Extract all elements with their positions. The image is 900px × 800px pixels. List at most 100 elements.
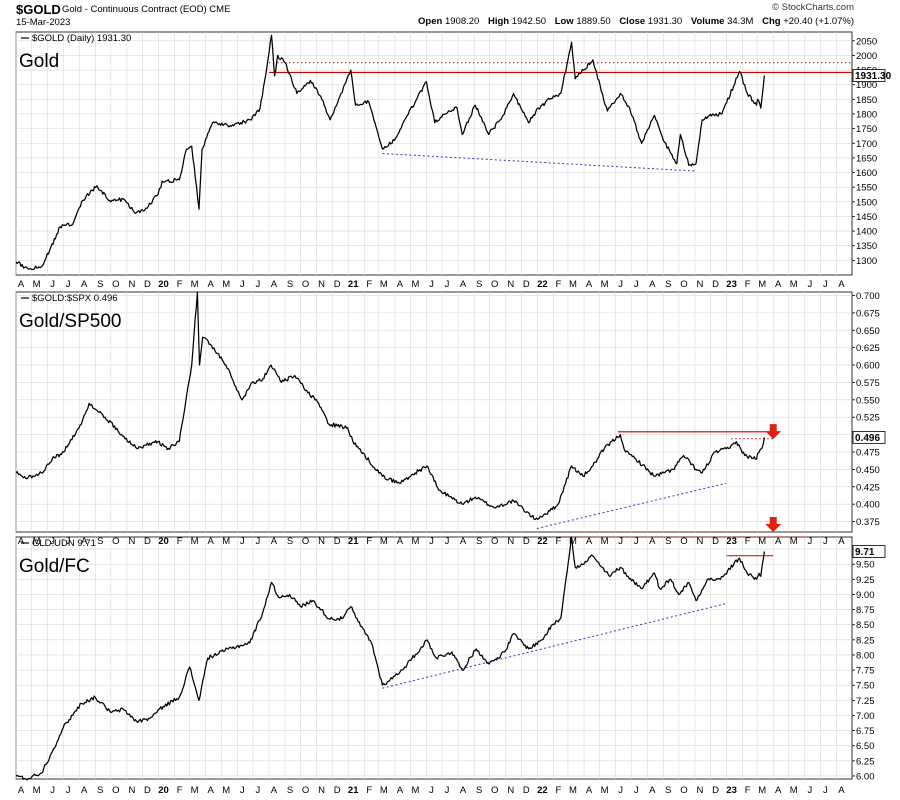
y-tick-label: 0.575 — [856, 378, 880, 389]
month-label: N — [128, 536, 135, 547]
month-label: O — [491, 785, 498, 796]
month-label: J — [634, 279, 639, 290]
month-label: J — [429, 536, 434, 547]
month-label: J — [50, 536, 55, 547]
price-line — [15, 34, 766, 271]
month-label: O — [680, 785, 687, 796]
month-label: N — [507, 536, 514, 547]
last-value-box — [852, 545, 886, 558]
month-label: O — [302, 536, 309, 547]
month-label: M — [380, 279, 388, 290]
y-tick-label: 0.450 — [856, 465, 880, 476]
y-tick-label: 1700 — [856, 139, 877, 150]
month-label: J — [255, 536, 260, 547]
month-label: M — [758, 785, 766, 796]
month-label: J — [823, 536, 828, 547]
y-tick-label: 9.25 — [856, 575, 875, 586]
month-label: N — [697, 785, 704, 796]
month-label: M — [569, 279, 577, 290]
month-label: S — [665, 536, 671, 547]
stat-close-value: 1931.30 — [647, 16, 683, 27]
stat-low-value: 1889.50 — [576, 16, 611, 27]
y-tick-label: 9.50 — [856, 560, 875, 571]
month-label: A — [208, 785, 215, 796]
stat-high-value: 1942.50 — [511, 16, 547, 27]
y-tick-label: 8.25 — [856, 635, 875, 646]
month-label: N — [318, 279, 325, 290]
month-label: J — [66, 785, 71, 796]
y-tick-label: 1500 — [856, 197, 877, 208]
month-label: A — [460, 785, 467, 796]
month-label: M — [222, 785, 230, 796]
month-label: N — [507, 785, 514, 796]
month-label: M — [191, 785, 199, 796]
month-label: N — [128, 785, 135, 796]
month-label: M — [380, 785, 388, 796]
year-label: 20 — [158, 785, 169, 796]
month-label: F — [177, 536, 183, 547]
ticker-description: Gold - Continuous Contract (EOD) CME — [62, 4, 231, 15]
month-label: S — [97, 785, 103, 796]
month-label: M — [411, 279, 419, 290]
month-label: S — [287, 279, 293, 290]
month-label: A — [460, 536, 467, 547]
month-label: F — [366, 536, 372, 547]
month-label: J — [445, 279, 450, 290]
month-label: A — [775, 279, 782, 290]
month-label: S — [97, 279, 103, 290]
month-label: A — [649, 279, 656, 290]
month-label: S — [665, 785, 671, 796]
month-label: D — [144, 536, 151, 547]
month-label: N — [507, 279, 514, 290]
year-label: 22 — [537, 279, 548, 290]
month-label: S — [476, 785, 482, 796]
month-label: N — [128, 279, 135, 290]
month-label: A — [18, 279, 25, 290]
month-label: D — [144, 279, 151, 290]
month-label: O — [112, 785, 119, 796]
y-tick-label: 1650 — [856, 153, 877, 164]
y-tick-label: 0.525 — [856, 413, 880, 424]
month-label: N — [318, 785, 325, 796]
month-label: D — [712, 279, 719, 290]
y-tick-label: 0.375 — [856, 517, 880, 528]
month-label: J — [618, 536, 623, 547]
price-line — [15, 291, 766, 521]
month-label: D — [712, 536, 719, 547]
last-value-label: 9.71 — [855, 547, 875, 558]
month-label: A — [649, 536, 656, 547]
y-tick-label: 7.75 — [856, 666, 875, 677]
y-tick-label: 8.50 — [856, 620, 875, 631]
month-label: A — [649, 785, 656, 796]
down-arrow-icon — [765, 517, 782, 532]
month-label: O — [491, 279, 498, 290]
month-label: J — [66, 536, 71, 547]
y-tick-label: 2000 — [856, 51, 877, 62]
y-tick-label: 6.00 — [856, 771, 875, 782]
y-tick-label: 0.400 — [856, 500, 880, 511]
month-label: M — [191, 279, 199, 290]
y-tick-label: 9.00 — [856, 590, 875, 601]
month-label: O — [302, 279, 309, 290]
y-tick-label: 7.00 — [856, 711, 875, 722]
month-label: S — [287, 785, 293, 796]
month-label: D — [523, 536, 530, 547]
month-label: J — [445, 785, 450, 796]
y-tick-label: 1800 — [856, 109, 877, 120]
last-value-box — [852, 69, 886, 82]
month-label: S — [287, 536, 293, 547]
month-label: A — [81, 536, 88, 547]
month-label: A — [838, 536, 845, 547]
month-label: J — [66, 279, 71, 290]
year-label: 21 — [348, 785, 359, 796]
y-tick-label: 6.50 — [856, 741, 875, 752]
month-label: A — [81, 279, 88, 290]
month-label: A — [397, 785, 404, 796]
month-label: J — [255, 785, 260, 796]
y-tick-label: 8.00 — [856, 650, 875, 661]
y-tick-label: 0.700 — [856, 291, 880, 302]
month-label: J — [618, 785, 623, 796]
month-label: S — [97, 536, 103, 547]
month-label: F — [177, 279, 183, 290]
